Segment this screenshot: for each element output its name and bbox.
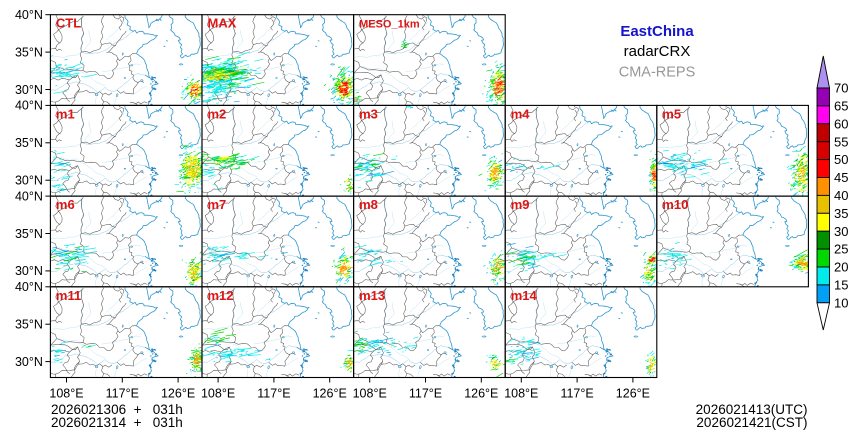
svg-text:m9: m9 (511, 197, 530, 212)
svg-text:108°E: 108°E (353, 387, 387, 401)
svg-text:30°N: 30°N (15, 264, 43, 278)
svg-text:40: 40 (834, 188, 848, 203)
svg-text:2026021314 + 031h: 2026021314 + 031h (51, 415, 183, 430)
svg-text:CTL: CTL (56, 16, 81, 31)
svg-text:126°E: 126°E (313, 387, 347, 401)
svg-text:2026021306 + 031h: 2026021306 + 031h (51, 402, 183, 417)
svg-text:70: 70 (834, 81, 848, 96)
svg-text:126°E: 126°E (464, 387, 498, 401)
svg-text:25: 25 (834, 242, 848, 257)
svg-text:60: 60 (834, 116, 848, 131)
svg-text:117°E: 117°E (106, 387, 139, 401)
svg-text:m8: m8 (359, 197, 378, 212)
svg-text:15: 15 (834, 278, 848, 293)
svg-text:radarCRX: radarCRX (624, 43, 691, 60)
svg-text:55: 55 (834, 134, 848, 149)
svg-text:50: 50 (834, 152, 848, 167)
svg-text:117°E: 117°E (560, 387, 593, 401)
svg-text:m2: m2 (208, 106, 227, 121)
svg-text:m6: m6 (56, 197, 75, 212)
svg-text:35°N: 35°N (15, 45, 43, 59)
svg-text:30°N: 30°N (15, 174, 43, 188)
svg-text:m11: m11 (56, 288, 81, 303)
svg-text:2026021421(CST): 2026021421(CST) (696, 415, 807, 430)
svg-text:35°N: 35°N (15, 227, 43, 241)
svg-text:MAX: MAX (208, 16, 237, 31)
svg-text:2026021413(UTC): 2026021413(UTC) (696, 402, 808, 417)
svg-text:m3: m3 (359, 106, 378, 121)
svg-text:m13: m13 (359, 288, 385, 303)
svg-text:MESO_1km: MESO_1km (359, 19, 420, 31)
svg-text:40°N: 40°N (15, 8, 43, 22)
svg-text:CMA-REPS: CMA-REPS (619, 65, 696, 81)
svg-text:m10: m10 (662, 197, 688, 212)
svg-text:10: 10 (834, 295, 848, 310)
svg-text:117°E: 117°E (409, 387, 442, 401)
svg-text:EastChina: EastChina (620, 23, 694, 40)
svg-text:30: 30 (834, 224, 848, 239)
svg-text:126°E: 126°E (161, 387, 195, 401)
svg-text:117°E: 117°E (257, 387, 290, 401)
svg-text:m5: m5 (662, 106, 681, 121)
svg-text:30°N: 30°N (15, 355, 43, 369)
svg-text:20: 20 (834, 260, 848, 275)
svg-text:45: 45 (834, 170, 848, 185)
svg-text:m12: m12 (208, 288, 234, 303)
svg-text:35: 35 (834, 206, 848, 221)
svg-text:108°E: 108°E (201, 387, 235, 401)
svg-text:m4: m4 (511, 106, 531, 121)
svg-text:65: 65 (834, 99, 848, 114)
svg-text:40°N: 40°N (15, 189, 43, 203)
svg-text:30°N: 30°N (15, 83, 43, 97)
svg-text:m7: m7 (208, 197, 227, 212)
svg-text:m1: m1 (56, 106, 75, 121)
svg-text:35°N: 35°N (15, 318, 43, 332)
svg-text:108°E: 108°E (49, 387, 83, 401)
svg-text:126°E: 126°E (616, 387, 650, 401)
svg-text:35°N: 35°N (15, 136, 43, 150)
svg-text:40°N: 40°N (15, 280, 43, 294)
svg-text:40°N: 40°N (15, 99, 43, 113)
svg-text:m14: m14 (511, 288, 538, 303)
svg-text:108°E: 108°E (504, 387, 538, 401)
